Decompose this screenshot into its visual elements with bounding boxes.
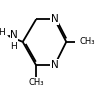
Text: –: – (6, 31, 11, 40)
Text: N: N (51, 14, 58, 24)
Text: N: N (51, 60, 58, 70)
Text: CH₃: CH₃ (80, 37, 95, 46)
Text: H: H (0, 28, 5, 37)
Text: N: N (10, 30, 18, 40)
Text: CH₃: CH₃ (28, 78, 44, 87)
Text: H: H (11, 42, 17, 51)
